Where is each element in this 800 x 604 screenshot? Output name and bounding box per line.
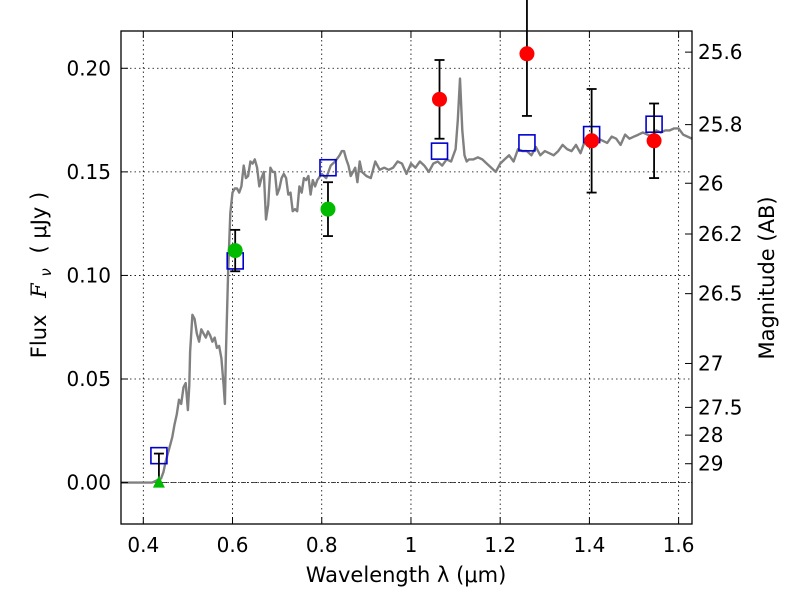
grid bbox=[121, 31, 692, 524]
y-axis-label-unit: ( μJy ) bbox=[27, 192, 51, 254]
x-tick-label: 0.4 bbox=[127, 533, 159, 557]
y2-tick-label: 25.6 bbox=[698, 40, 743, 64]
upper-limit-triangle bbox=[152, 475, 165, 488]
plot-frame bbox=[120, 30, 693, 525]
synthetic-photometry-square bbox=[430, 142, 449, 160]
photometry-point bbox=[646, 133, 662, 149]
y-axis-label: Flux F ν ( μJy ) bbox=[27, 192, 56, 358]
synthetic-photometry-square bbox=[319, 158, 337, 177]
y-tick-label: 0.05 bbox=[66, 367, 111, 391]
x-tick-label: 0.6 bbox=[217, 533, 249, 557]
y2-tick-label: 26.2 bbox=[698, 222, 743, 246]
y-tick-label: 0.10 bbox=[66, 263, 111, 287]
y2-tick-label: 25.8 bbox=[698, 113, 743, 137]
y2-tick-label: 28 bbox=[698, 423, 723, 447]
photometry-point bbox=[432, 91, 448, 107]
y-axis-label-symbol: F bbox=[27, 282, 51, 299]
y2-axis-label: Magnitude (AB) bbox=[755, 196, 779, 359]
y2-tick-label: 29 bbox=[698, 452, 723, 476]
y2-tick-label: 27.5 bbox=[698, 395, 743, 419]
series bbox=[121, 0, 693, 488]
model-sed-line bbox=[121, 77, 693, 484]
svg-text:Flux F ν ( μ: Flux F ν ( μJy ) bbox=[27, 192, 56, 358]
y-axis-label-subscript: ν bbox=[37, 268, 55, 276]
synthetic-photometry-square bbox=[518, 134, 536, 152]
y2-tick-label: 26.5 bbox=[698, 282, 743, 306]
x-tick-label: 0.8 bbox=[306, 533, 338, 557]
y2-tick-label: 26 bbox=[698, 171, 723, 195]
y2-tick-label: 27 bbox=[698, 351, 723, 375]
x-tick-label: 1.2 bbox=[484, 533, 516, 557]
series-triangle bbox=[152, 452, 165, 488]
photometry-point bbox=[227, 243, 243, 259]
photometry-point bbox=[320, 201, 336, 217]
x-tick-label: 1.6 bbox=[663, 533, 695, 557]
x-axis-label: Wavelength λ (μm) bbox=[306, 563, 507, 587]
series-line bbox=[121, 77, 693, 484]
series-point bbox=[432, 0, 662, 194]
series-point bbox=[227, 181, 336, 273]
x-tick-label: 1 bbox=[405, 533, 418, 557]
y-tick-label: 0.20 bbox=[66, 56, 111, 80]
x-tick-label: 1.4 bbox=[573, 533, 605, 557]
y-axis-label-text: Flux bbox=[27, 315, 51, 359]
y-tick-label: 0.15 bbox=[66, 160, 111, 184]
axis-ticks: 0.4 0.6 0.8 1 1.2 1.4 1.6 0.00 0.05 0.10 0.15 0.20 2… bbox=[66, 31, 743, 557]
y-tick-label: 0.00 bbox=[66, 471, 111, 495]
photometry-point bbox=[584, 133, 600, 149]
photometry-point bbox=[519, 46, 535, 62]
